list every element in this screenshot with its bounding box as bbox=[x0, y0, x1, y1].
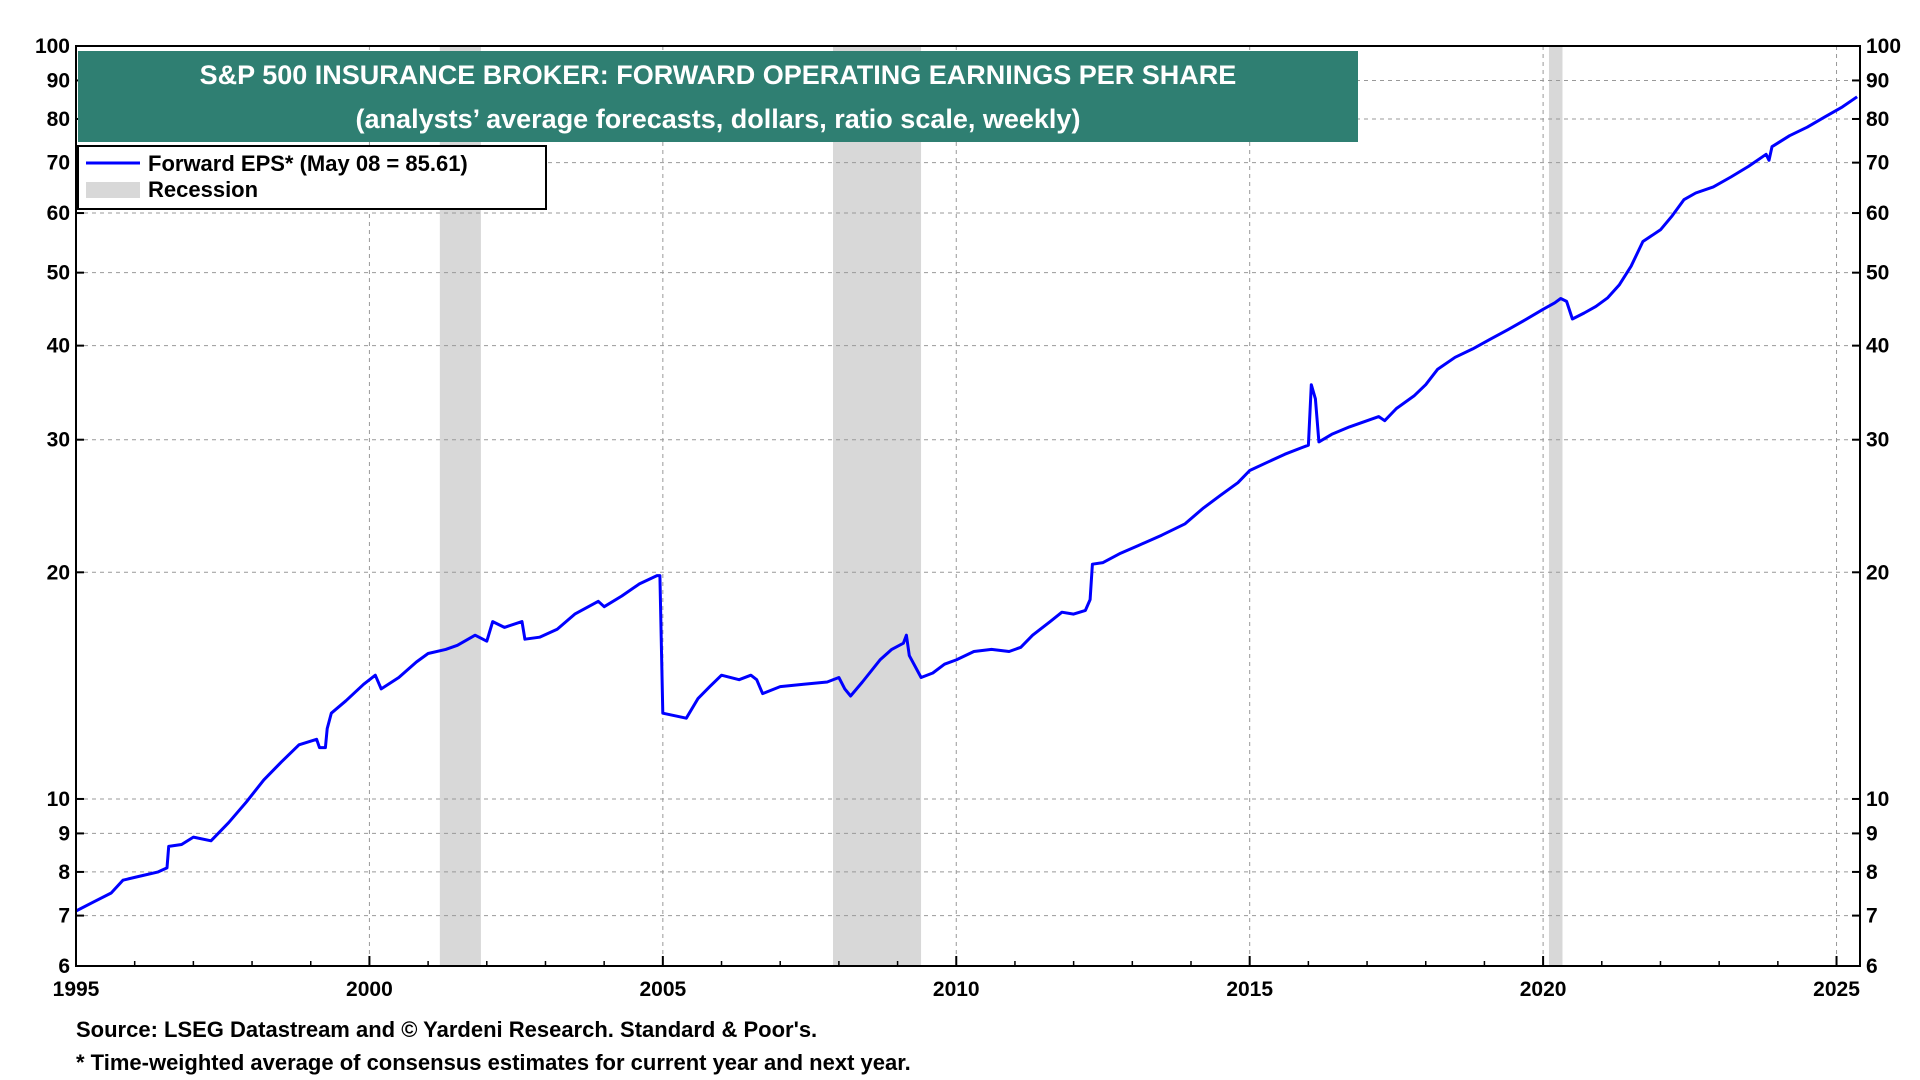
legend-label-recession: Recession bbox=[148, 177, 258, 202]
y-tick-label-left: 90 bbox=[47, 69, 70, 92]
y-tick-label-left: 20 bbox=[47, 561, 70, 584]
y-tick-label-right: 7 bbox=[1866, 905, 1878, 928]
x-tick-label: 2025 bbox=[1813, 978, 1860, 1001]
recession-bands bbox=[439, 46, 1563, 966]
y-tick-label-right: 8 bbox=[1866, 861, 1878, 884]
y-tick-label-right: 9 bbox=[1866, 822, 1878, 845]
x-tick-label: 2005 bbox=[639, 978, 686, 1001]
legend-label-eps: Forward EPS* (May 08 = 85.61) bbox=[148, 151, 468, 176]
y-tick-label-left: 60 bbox=[47, 202, 70, 225]
footnote-note: * Time-weighted average of consensus est… bbox=[76, 1050, 911, 1075]
y-tick-label-left: 40 bbox=[47, 335, 70, 358]
chart-subtitle: (analysts’ average forecasts, dollars, r… bbox=[356, 104, 1081, 134]
legend-box bbox=[77, 145, 547, 210]
legend-band-swatch bbox=[86, 182, 140, 198]
y-tick-label-right: 90 bbox=[1866, 69, 1889, 92]
y-tick-label-right: 70 bbox=[1866, 152, 1889, 175]
y-tick-label-left: 80 bbox=[47, 108, 70, 131]
title-box: S&P 500 INSURANCE BROKER: FORWARD OPERAT… bbox=[78, 51, 1358, 142]
y-tick-label-left: 7 bbox=[58, 905, 70, 928]
y-tick-label-left: 8 bbox=[58, 861, 70, 884]
y-tick-label-left: 30 bbox=[47, 429, 70, 452]
y-tick-label-right: 80 bbox=[1866, 108, 1889, 131]
x-tick-label: 2010 bbox=[933, 978, 980, 1001]
y-tick-label-left: 10 bbox=[47, 788, 70, 811]
recession-band bbox=[833, 46, 922, 966]
plot-frame bbox=[75, 45, 1861, 967]
y-tick-label-right: 30 bbox=[1866, 429, 1889, 452]
y-tick-label-left: 70 bbox=[47, 152, 70, 175]
x-tick-label: 2000 bbox=[346, 978, 393, 1001]
y-tick-label-left: 50 bbox=[47, 262, 70, 285]
legend: Forward EPS* (May 08 = 85.61) Recession bbox=[77, 145, 547, 210]
chart-title: S&P 500 INSURANCE BROKER: FORWARD OPERAT… bbox=[200, 60, 1237, 90]
y-tick-label-right: 100 bbox=[1866, 35, 1901, 58]
y-tick-label-right: 40 bbox=[1866, 335, 1889, 358]
y-tick-label-left: 9 bbox=[58, 822, 70, 845]
y-tick-label-right: 10 bbox=[1866, 788, 1889, 811]
y-tick-label-right: 50 bbox=[1866, 262, 1889, 285]
title-background bbox=[78, 51, 1358, 142]
y-tick-label-left: 6 bbox=[58, 955, 70, 978]
x-tick-label: 1995 bbox=[53, 978, 100, 1001]
source-note: Source: LSEG Datastream and © Yardeni Re… bbox=[76, 1017, 818, 1042]
x-tick-label: 2015 bbox=[1226, 978, 1273, 1001]
forward-eps-line bbox=[75, 95, 1858, 913]
y-tick-label-right: 20 bbox=[1866, 561, 1889, 584]
y-tick-label-right: 6 bbox=[1866, 955, 1878, 978]
series-lines bbox=[75, 95, 1858, 913]
x-tick-label: 2020 bbox=[1520, 978, 1567, 1001]
y-tick-label-right: 60 bbox=[1866, 202, 1889, 225]
y-tick-label-left: 100 bbox=[35, 35, 70, 58]
recession-band bbox=[1548, 46, 1563, 966]
